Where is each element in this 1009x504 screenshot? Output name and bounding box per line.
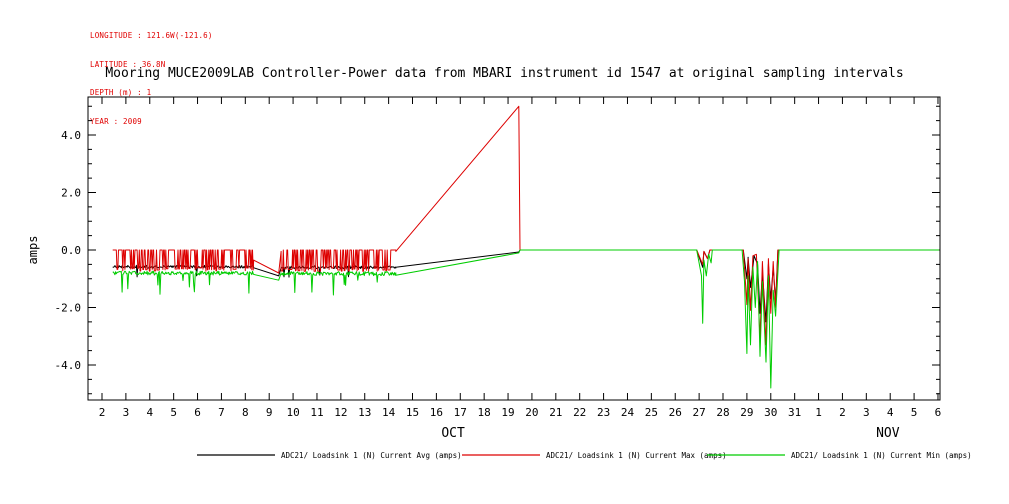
y-tick-label: 4.0 <box>61 129 81 142</box>
legend-item-max: ADC21/ Loadsink 1 (N) Current Max (amps) <box>462 451 727 460</box>
x-tick-label: 8 <box>242 406 249 419</box>
x-tick-label: 15 <box>406 406 419 419</box>
x-tick-label: 3 <box>863 406 870 419</box>
meta-depth: DEPTH (m) : 1 <box>90 88 152 97</box>
y-tick-label: 2.0 <box>61 187 81 200</box>
x-tick-label: 9 <box>266 406 273 419</box>
x-tick-label: 13 <box>358 406 371 419</box>
x-tick-label: 16 <box>430 406 443 419</box>
plot-frame <box>87 96 941 401</box>
y-axis-label: amps <box>26 236 40 265</box>
series-min <box>112 249 940 389</box>
x-tick-label: 5 <box>911 406 918 419</box>
x-tick-label: 2 <box>99 406 106 419</box>
x-tick-label: 22 <box>573 406 586 419</box>
x-tick-label: 17 <box>454 406 467 419</box>
x-tick-label: 23 <box>597 406 610 419</box>
y-axis <box>88 105 940 395</box>
x-tick-label: 7 <box>218 406 225 419</box>
x-tick-label: 3 <box>123 406 130 419</box>
x-tick-label: 20 <box>525 406 538 419</box>
x-tick-label: 14 <box>382 406 396 419</box>
meta-year: YEAR : 2009 <box>90 116 142 126</box>
x-tick-label: 28 <box>716 406 729 419</box>
meta-latitude: LATITUDE : 36.8N <box>90 59 166 69</box>
x-axis <box>101 97 939 400</box>
x-tick-label: 29 <box>740 406 753 419</box>
x-tick-label: 30 <box>764 406 777 419</box>
legend-item-min: ADC21/ Loadsink 1 (N) Current Min (amps) <box>707 451 972 460</box>
x-tick-label: 1 <box>815 406 822 419</box>
station-metadata: LONGITUDE : 121.6W(-121.6) LATITUDE : 36… <box>90 12 213 145</box>
y-tick-label: 0.0 <box>61 244 81 257</box>
x-tick-label: 10 <box>286 406 299 419</box>
x-tick-label: 21 <box>549 406 562 419</box>
x-tick-label: 31 <box>788 406 801 419</box>
x-tick-label: 27 <box>693 406 706 419</box>
series-group <box>112 105 940 389</box>
x-tick-label: 4 <box>146 406 153 419</box>
chart-title: Mooring MUCE2009LAB Controller-Power dat… <box>105 66 904 81</box>
x-tick-label: 6 <box>935 406 942 419</box>
x-tick-label: 6 <box>194 406 201 419</box>
x-tick-label: 11 <box>310 406 323 419</box>
x-tick-label: 2 <box>839 406 846 419</box>
legend-label: ADC21/ Loadsink 1 (N) Current Max (amps) <box>546 451 727 460</box>
x-tick-label: 25 <box>645 406 658 419</box>
month-label-nov: NOV <box>876 426 900 441</box>
meta-longitude: LONGITUDE : 121.6W(-121.6) <box>90 31 213 40</box>
y-tick-label: -4.0 <box>55 359 82 372</box>
month-label-oct: OCT <box>441 426 465 441</box>
legend-item-avg: ADC21/ Loadsink 1 (N) Current Avg (amps) <box>197 451 462 460</box>
legend-label: ADC21/ Loadsink 1 (N) Current Min (amps) <box>791 451 972 460</box>
y-tick-label: -2.0 <box>55 302 82 315</box>
series-max <box>112 105 940 346</box>
x-tick-label: 18 <box>478 406 491 419</box>
x-tick-label: 26 <box>669 406 682 419</box>
legend: ADC21/ Loadsink 1 (N) Current Avg (amps)… <box>197 451 972 460</box>
x-tick-label: 24 <box>621 406 635 419</box>
x-tick-label: 19 <box>501 406 514 419</box>
x-tick-label: 12 <box>334 406 347 419</box>
x-tick-label: 5 <box>170 406 177 419</box>
x-tick-label: 4 <box>887 406 894 419</box>
legend-label: ADC21/ Loadsink 1 (N) Current Avg (amps) <box>281 451 462 460</box>
